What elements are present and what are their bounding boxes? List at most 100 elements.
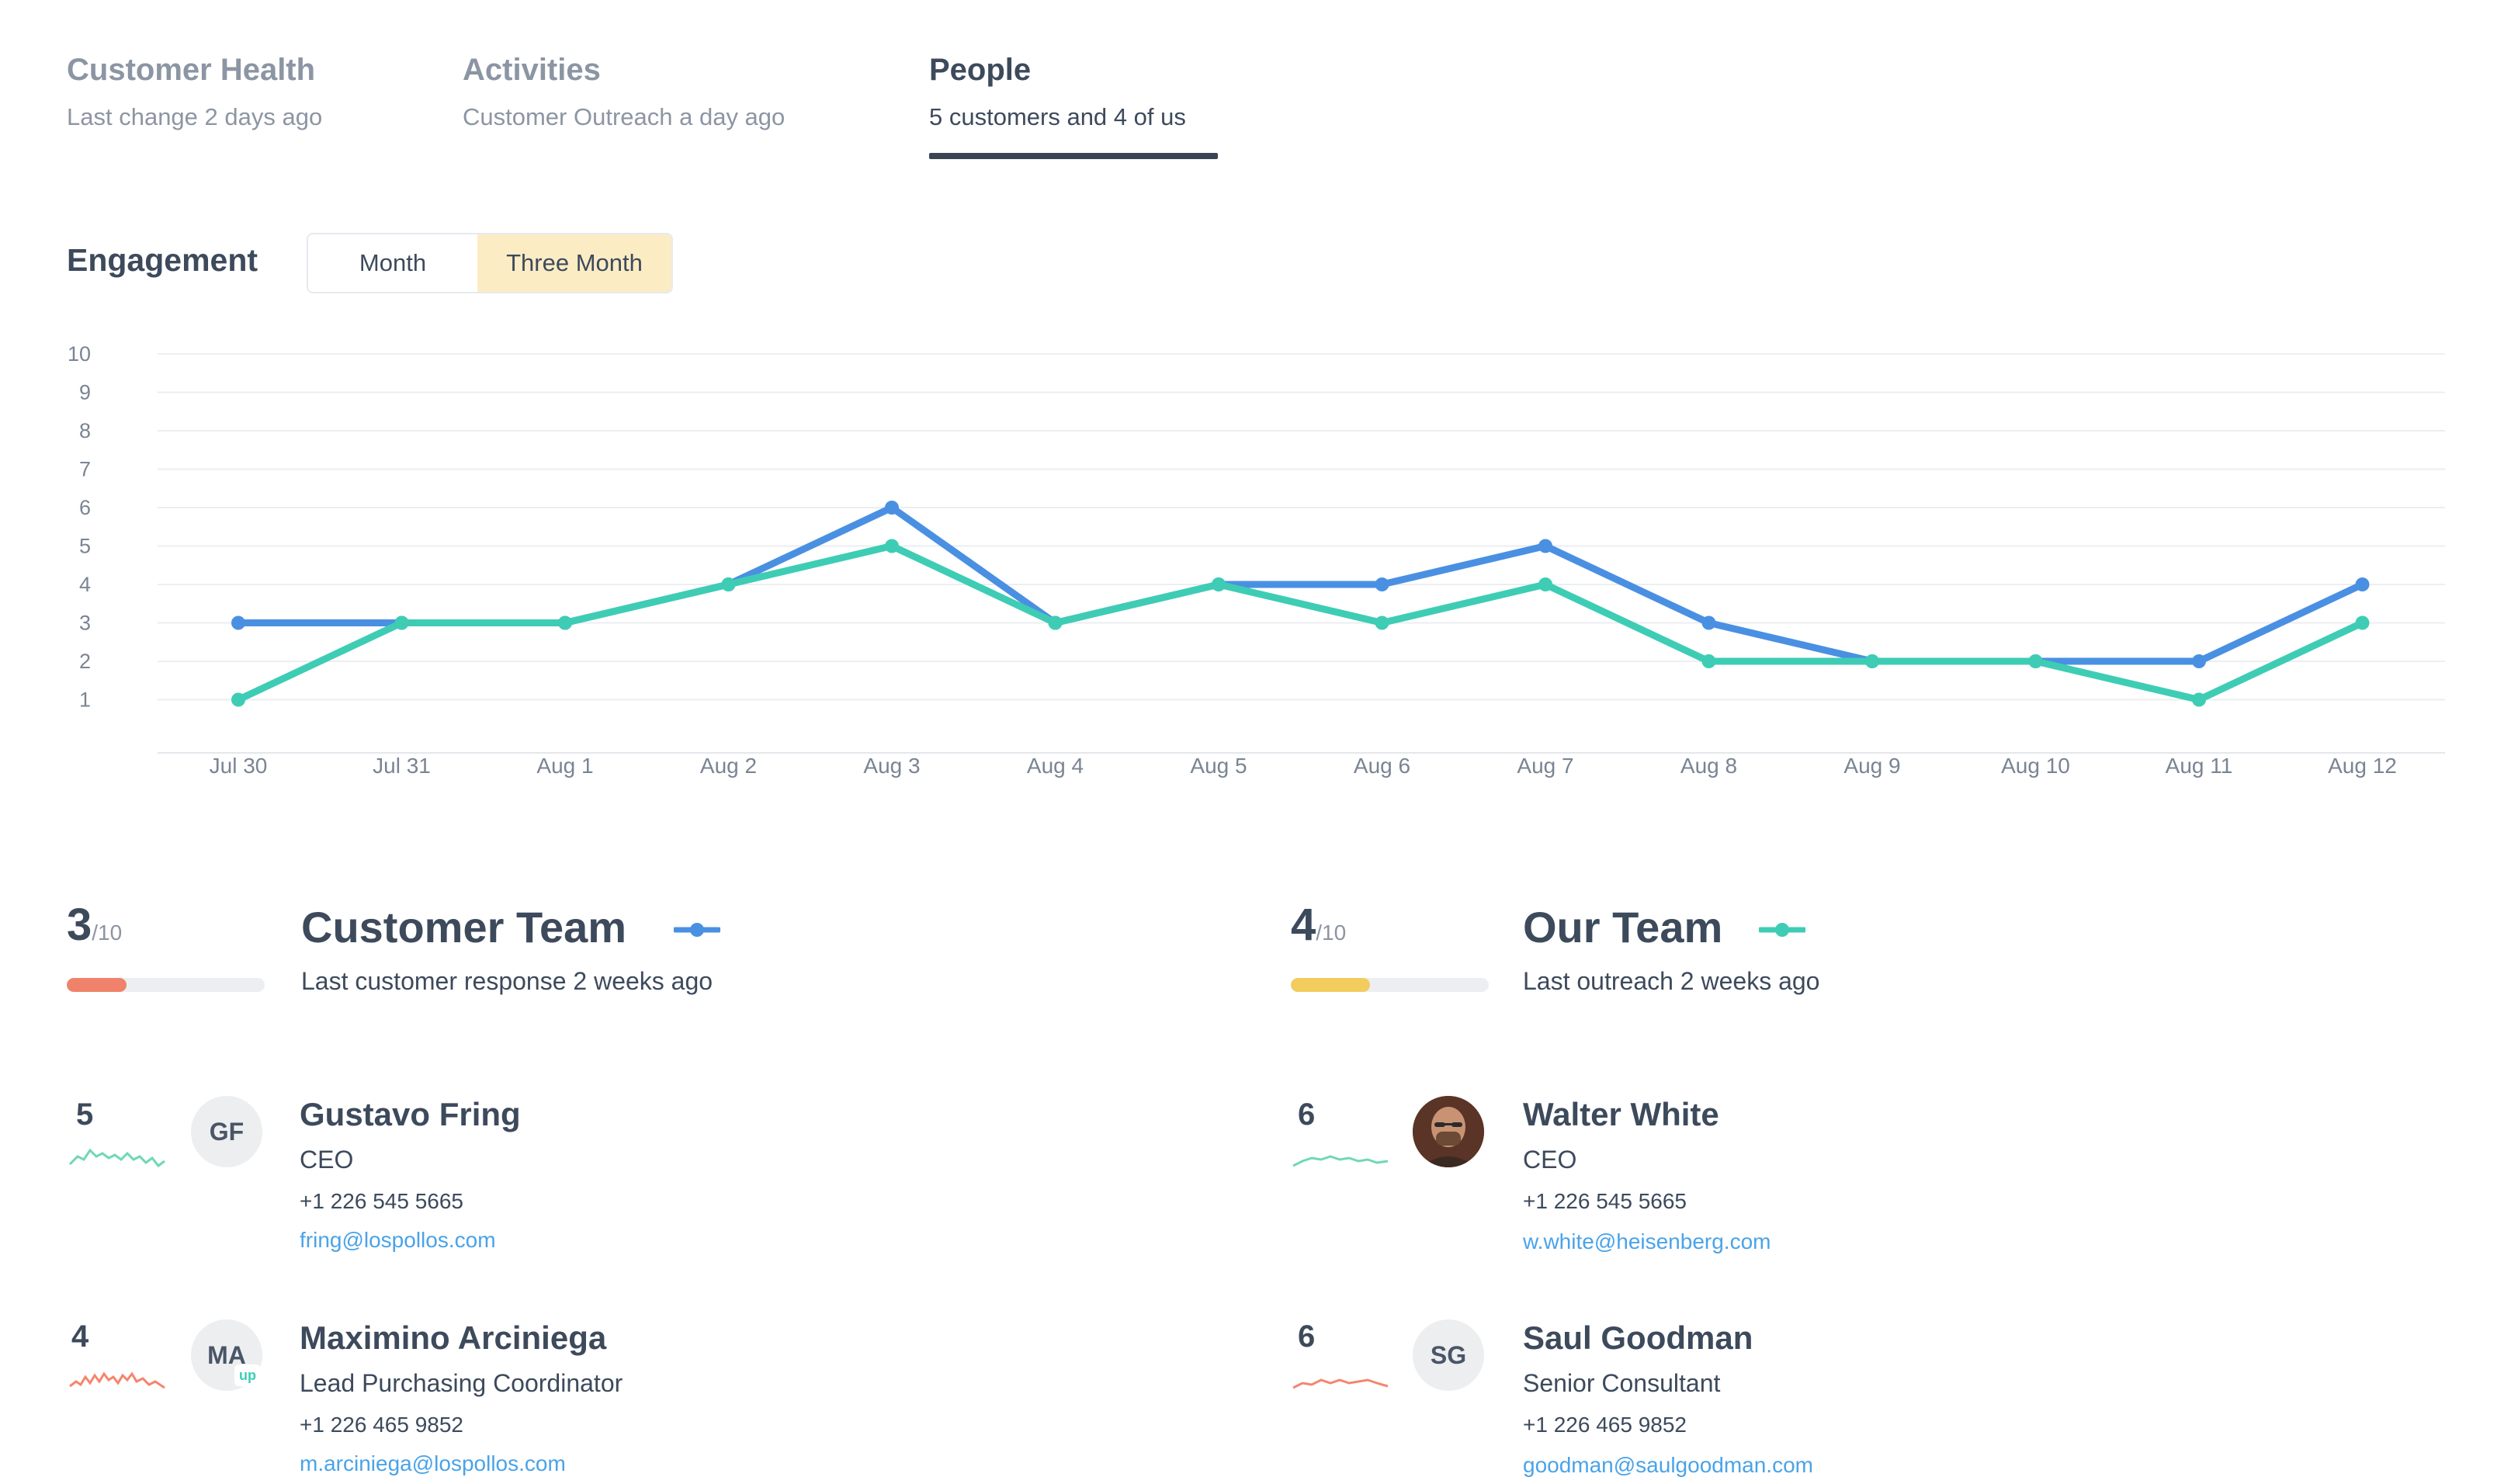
data-point-customer — [231, 615, 245, 630]
engagement-sparkline — [69, 1371, 165, 1389]
tab-customer-health[interactable]: Customer Health Last change 2 days ago — [67, 53, 322, 131]
x-tick-label: Aug 12 — [2328, 754, 2397, 778]
x-tick-label: Aug 1 — [536, 754, 593, 778]
range-three-month-button[interactable]: Three Month — [477, 234, 671, 292]
y-tick-label: 8 — [79, 419, 91, 442]
person-score: 6 — [1298, 1319, 1316, 1354]
person-name: Maximino Arciniega — [300, 1319, 607, 1356]
customer-team-score: 3/10 — [67, 899, 122, 951]
avatar: SG — [1413, 1319, 1484, 1391]
engagement-sparkline — [1292, 1378, 1389, 1389]
data-point-ours — [231, 692, 245, 707]
person-phone: +1 226 545 5665 — [1523, 1189, 1687, 1213]
person-score: 6 — [1298, 1097, 1316, 1132]
person-portrait-icon — [1413, 1096, 1484, 1167]
our-team-title: Our Team — [1523, 903, 1723, 952]
x-tick-label: Aug 10 — [2001, 754, 2070, 778]
trend-up-badge: up — [234, 1364, 261, 1386]
customer-team-legend-icon — [674, 923, 720, 937]
our-team-score-bar — [1291, 978, 1489, 992]
badge-label: up — [239, 1367, 256, 1383]
y-tick-label: 3 — [79, 612, 91, 635]
avatar-initials: MA — [207, 1340, 246, 1369]
person-name: Gustavo Fring — [300, 1096, 521, 1132]
tab-activities[interactable]: Activities Customer Outreach a day ago — [463, 53, 785, 131]
person-email-link[interactable]: goodman@saulgoodman.com — [1523, 1453, 1813, 1477]
y-tick-label: 10 — [68, 342, 91, 366]
person-role: Senior Consultant — [1523, 1369, 1721, 1397]
y-tick-label: 7 — [79, 458, 91, 481]
y-tick-label: 2 — [79, 650, 91, 673]
score-bar-fill — [67, 978, 127, 992]
y-tick-label: 5 — [79, 535, 91, 558]
range-month-button[interactable]: Month — [308, 234, 477, 292]
customer-team-score-bar — [67, 978, 265, 992]
x-tick-label: Aug 9 — [1843, 754, 1900, 778]
person-name: Walter White — [1523, 1096, 1719, 1132]
engagement-chart: 1 2 3 4 5 6 7 8 9 10 Jul 30 Jul 31 Aug 1 Aug 2 Aug 3 Au… — [68, 342, 2445, 778]
data-point-ours — [2028, 654, 2043, 668]
data-point-ours — [885, 539, 899, 553]
data-point-ours — [2355, 615, 2370, 630]
person-email-link[interactable]: m.arciniega@lospollos.com — [300, 1451, 566, 1475]
x-tick-label: Aug 11 — [2166, 754, 2233, 778]
person-score: 5 — [76, 1097, 94, 1132]
person-name: Saul Goodman — [1523, 1319, 1753, 1356]
data-point-ours — [1701, 654, 1716, 668]
tab-title: Activities — [463, 53, 601, 87]
y-tick-label: 1 — [79, 688, 91, 712]
data-point-customer — [2192, 654, 2206, 668]
data-point-ours — [1212, 577, 1226, 591]
x-tick-label: Aug 5 — [1190, 754, 1247, 778]
tab-title: Customer Health — [67, 53, 316, 87]
avatar: GF — [191, 1096, 262, 1167]
x-tick-label: Aug 6 — [1354, 754, 1410, 778]
customer-team-subtitle: Last customer response 2 weeks ago — [301, 967, 713, 995]
tab-subtitle: Customer Outreach a day ago — [463, 103, 786, 130]
data-point-customer — [1538, 539, 1552, 553]
x-tick-label: Jul 31 — [373, 754, 431, 778]
data-point-customer — [885, 501, 899, 515]
our-team-score: 4/10 — [1291, 899, 1346, 951]
data-point-ours — [394, 615, 409, 630]
data-point-customer — [1375, 577, 1389, 591]
score-max: /10 — [92, 921, 123, 945]
avatar-initials: GF — [209, 1117, 245, 1146]
x-tick-label: Aug 2 — [700, 754, 757, 778]
person-phone: +1 226 465 9852 — [1523, 1413, 1687, 1437]
active-tab-underline — [929, 153, 1218, 159]
tab-subtitle: 5 customers and 4 of us — [929, 103, 1186, 130]
data-point-ours — [721, 577, 736, 591]
x-tick-label: Aug 7 — [1517, 754, 1573, 778]
x-tick-label: Jul 30 — [210, 754, 268, 778]
tab-people[interactable]: People 5 customers and 4 of us — [929, 53, 1186, 131]
data-point-ours — [558, 615, 572, 630]
customer-team-title: Customer Team — [301, 903, 627, 952]
score-max: /10 — [1316, 921, 1347, 945]
data-point-ours — [1538, 577, 1552, 591]
data-point-ours — [1865, 654, 1879, 668]
avatar-photo — [1413, 1096, 1484, 1167]
our-team-subtitle: Last outreach 2 weeks ago — [1523, 967, 1820, 995]
data-point-ours — [1375, 615, 1389, 630]
person-email-link[interactable]: w.white@heisenberg.com — [1523, 1229, 1771, 1253]
person-score: 4 — [71, 1319, 89, 1354]
person-email-link[interactable]: fring@lospollos.com — [300, 1228, 496, 1252]
data-point-customer — [2355, 577, 2370, 591]
engagement-title: Engagement — [67, 242, 258, 278]
score-value: 4 — [1291, 900, 1316, 950]
person-role: CEO — [300, 1146, 354, 1174]
x-tick-label: Aug 3 — [863, 754, 920, 778]
y-tick-label: 6 — [79, 496, 91, 519]
person-phone: +1 226 465 9852 — [300, 1413, 463, 1437]
engagement-sparkline — [68, 1148, 165, 1168]
series-line-ours — [234, 543, 2366, 703]
y-tick-label: 9 — [79, 381, 91, 404]
person-role: Lead Purchasing Coordinator — [300, 1369, 623, 1397]
tab-title: People — [929, 53, 1032, 87]
range-toggle: Month Three Month — [307, 233, 673, 293]
engagement-sparkline — [1292, 1155, 1389, 1167]
tab-subtitle: Last change 2 days ago — [67, 103, 323, 130]
person-role: CEO — [1523, 1146, 1577, 1174]
avatar-initials: SG — [1430, 1340, 1467, 1369]
